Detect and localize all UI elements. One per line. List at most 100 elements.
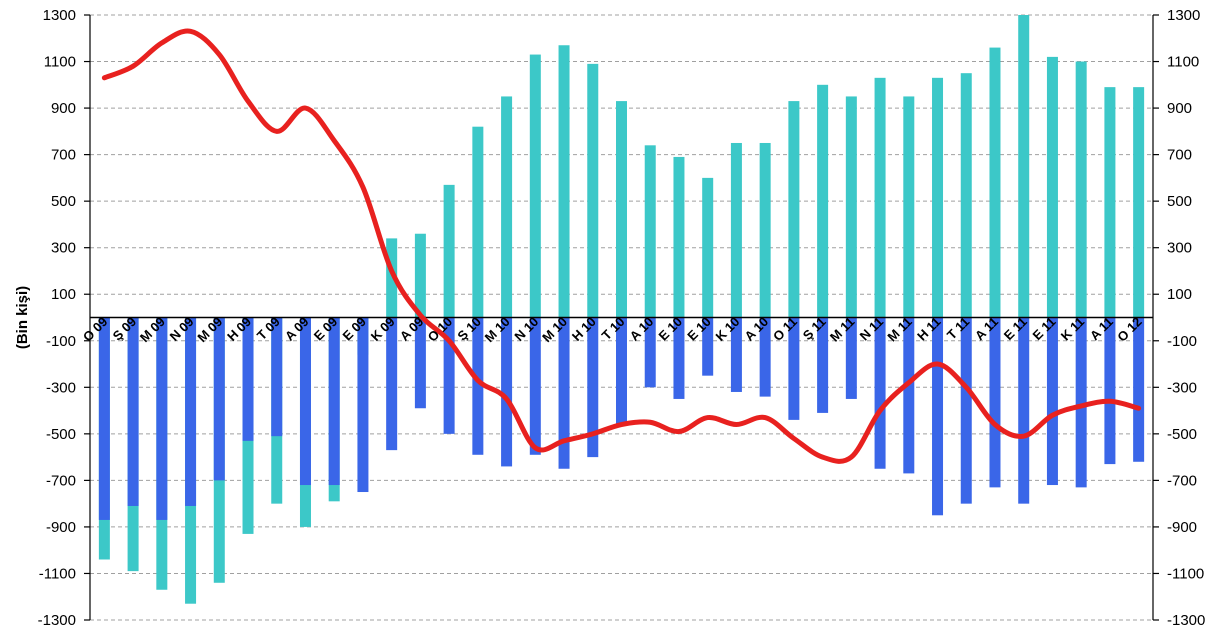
blue-bar <box>845 317 857 399</box>
teal-bar <box>759 142 771 318</box>
blue-bar <box>357 317 369 493</box>
teal-bar <box>845 96 857 318</box>
right-tick-label: -500 <box>1167 426 1197 443</box>
left-tick-label: 1300 <box>43 7 76 24</box>
blue-bar <box>730 317 742 392</box>
blue-bar <box>386 317 398 451</box>
teal-bar <box>817 84 829 318</box>
teal-bar <box>989 47 1001 318</box>
left-tick-label: 100 <box>51 286 76 303</box>
blue-bar <box>759 317 771 397</box>
y-axis-title: (Bin kişi) <box>14 286 31 349</box>
teal-bar <box>644 145 656 318</box>
series-teal-bars <box>98 15 1145 604</box>
blue-bar <box>443 317 455 434</box>
blue-bar <box>156 317 168 520</box>
teal-bar <box>730 142 742 318</box>
blue-bar <box>414 317 426 409</box>
blue-bar <box>616 317 627 425</box>
red-series-line <box>101 28 1142 464</box>
series-red-line <box>101 28 1142 464</box>
blue-bar <box>472 317 484 455</box>
right-tick-label: 500 <box>1167 193 1192 210</box>
teal-bar <box>932 77 944 318</box>
blue-bar <box>903 317 915 474</box>
right-tick-label: -1300 <box>1167 612 1205 629</box>
blue-bar <box>644 317 656 388</box>
teal-bar <box>702 177 714 318</box>
blue-bar <box>501 317 513 467</box>
left-tick-labels: 1300 1100 900 700 500 300 100 -100 -300 -500 -700 -… <box>38 7 76 629</box>
left-tick-label: -900 <box>46 519 76 536</box>
blue-bar <box>98 317 110 520</box>
blue-bar <box>1104 317 1116 465</box>
blue-bar <box>989 317 1001 488</box>
blue-bar <box>702 317 714 376</box>
left-tick-label: -100 <box>46 333 76 350</box>
blue-bar <box>1075 317 1087 488</box>
right-tick-labels: 1300 1100 900 700 500 300 100 -100 -300 -500 -700 -… <box>1167 7 1205 629</box>
teal-bar <box>587 63 599 318</box>
teal-bar <box>616 101 627 318</box>
right-tick-label: 100 <box>1167 286 1192 303</box>
left-tick-label: 300 <box>51 240 76 257</box>
right-tick-label: 300 <box>1167 240 1192 257</box>
blue-bar <box>1018 317 1030 504</box>
teal-bar <box>1133 87 1145 318</box>
teal-bar <box>1018 15 1030 318</box>
left-tick-label: 900 <box>51 100 76 117</box>
left-tick-label: -500 <box>46 426 76 443</box>
left-tick-label: -1300 <box>38 612 76 629</box>
right-tick-label: 1300 <box>1167 7 1200 24</box>
blue-bar <box>673 317 685 399</box>
teal-bar <box>1046 56 1058 318</box>
blue-bar <box>1046 317 1058 486</box>
blue-bar <box>529 317 541 455</box>
gridlines <box>84 14 1159 621</box>
right-tick-label: -300 <box>1167 379 1197 396</box>
right-tick-label: 700 <box>1167 147 1192 164</box>
series-blue-bars <box>98 317 1145 520</box>
blue-bar <box>185 317 197 506</box>
left-tick-label: 500 <box>51 193 76 210</box>
teal-bar <box>529 54 541 318</box>
teal-bar <box>673 156 685 318</box>
blue-bar <box>960 317 972 504</box>
left-tick-label: 1100 <box>44 54 76 71</box>
teal-bar <box>903 96 915 318</box>
teal-bar <box>386 238 398 318</box>
blue-bar <box>299 317 311 486</box>
teal-bar <box>414 233 426 318</box>
right-tick-label: -900 <box>1167 519 1197 536</box>
left-tick-label: 700 <box>51 147 76 164</box>
right-tick-label: 1100 <box>1167 54 1199 71</box>
right-tick-label: -1100 <box>1167 565 1204 582</box>
teal-bar <box>501 96 513 318</box>
blue-bar <box>587 317 599 458</box>
left-tick-label: -300 <box>46 379 76 396</box>
teal-bar <box>443 184 455 318</box>
blue-bar <box>242 317 254 441</box>
blue-bar <box>127 317 139 506</box>
right-tick-label: 900 <box>1167 100 1192 117</box>
blue-bar <box>271 317 283 437</box>
teal-bar <box>1104 87 1116 318</box>
teal-bar <box>558 45 570 318</box>
blue-bar <box>817 317 829 413</box>
blue-bar <box>1133 317 1145 462</box>
left-tick-label: -700 <box>46 472 76 489</box>
right-tick-label: -100 <box>1167 333 1197 350</box>
teal-bar <box>874 77 886 318</box>
blue-bar <box>213 317 225 481</box>
left-tick-label: -1100 <box>39 565 76 582</box>
blue-bar <box>788 317 800 420</box>
teal-bar <box>1075 61 1087 318</box>
blue-bar <box>932 317 944 516</box>
teal-bar <box>472 126 484 318</box>
blue-bar <box>874 317 886 469</box>
teal-bar <box>788 101 800 318</box>
right-tick-label: -700 <box>1167 472 1197 489</box>
blue-bar <box>558 317 570 469</box>
teal-bar <box>960 73 972 318</box>
